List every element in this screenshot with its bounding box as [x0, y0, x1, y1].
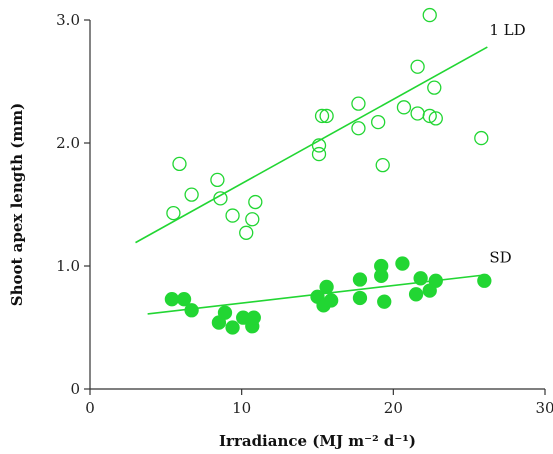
data-point — [164, 292, 180, 307]
data-point — [176, 292, 192, 307]
data-point — [246, 310, 261, 325]
data-point — [413, 271, 428, 286]
data-point — [319, 108, 334, 124]
y-axis-title: Shoot apex length (mm) — [8, 103, 26, 306]
data-point — [408, 287, 424, 302]
x-tick-label: 10 — [232, 399, 251, 417]
data-point — [422, 7, 437, 23]
data-point — [374, 268, 389, 283]
data-point — [352, 290, 368, 306]
x-axis-title: Irradiance (MJ m⁻² d⁻¹) — [219, 432, 416, 450]
y-tick-label: 2.0 — [56, 134, 80, 152]
series-1-ld: 1 LD — [135, 7, 526, 244]
x-axis: 0 10 20 30 — [85, 388, 553, 417]
data-point — [428, 111, 443, 126]
data-point — [172, 156, 187, 172]
data-point — [225, 320, 240, 335]
data-point — [319, 279, 334, 295]
data-point — [245, 212, 260, 227]
data-point — [184, 187, 199, 202]
y-tick-label: 0 — [70, 380, 80, 398]
series-sd: SD — [147, 249, 512, 335]
data-point — [371, 114, 386, 130]
data-point — [410, 59, 425, 74]
data-point — [427, 80, 442, 95]
data-point — [351, 96, 366, 111]
x-tick-label: 0 — [85, 399, 95, 417]
x-tick-label: 20 — [384, 399, 403, 417]
data-point — [395, 256, 410, 271]
data-point — [210, 172, 225, 188]
data-point — [375, 157, 390, 173]
x-tick-label: 30 — [535, 399, 553, 417]
data-point — [323, 293, 339, 308]
series-label-1-ld: 1 LD — [489, 21, 525, 39]
data-point — [248, 194, 263, 210]
data-point — [184, 303, 199, 318]
data-point — [217, 305, 233, 320]
y-axis: 0 1.0 2.0 3.0 — [56, 11, 91, 398]
data-point — [352, 272, 368, 287]
data-point — [428, 273, 443, 288]
data-point — [477, 273, 492, 288]
data-point — [225, 208, 240, 223]
data-point — [351, 121, 366, 136]
data-point — [239, 225, 254, 240]
data-point — [474, 130, 489, 146]
y-tick-label: 1.0 — [56, 257, 80, 275]
data-point — [166, 205, 181, 221]
data-point — [396, 100, 412, 115]
trend-line-1-ld — [135, 46, 488, 244]
series-layer: 1 LD SD — [135, 7, 526, 335]
data-point — [213, 191, 228, 206]
data-point — [377, 294, 392, 309]
data-point — [422, 108, 437, 124]
data-point — [311, 146, 327, 162]
data-point — [311, 138, 327, 153]
y-tick-label: 3.0 — [56, 11, 80, 29]
series-label-sd: SD — [489, 249, 511, 267]
data-point — [314, 108, 330, 124]
data-point — [410, 106, 425, 121]
